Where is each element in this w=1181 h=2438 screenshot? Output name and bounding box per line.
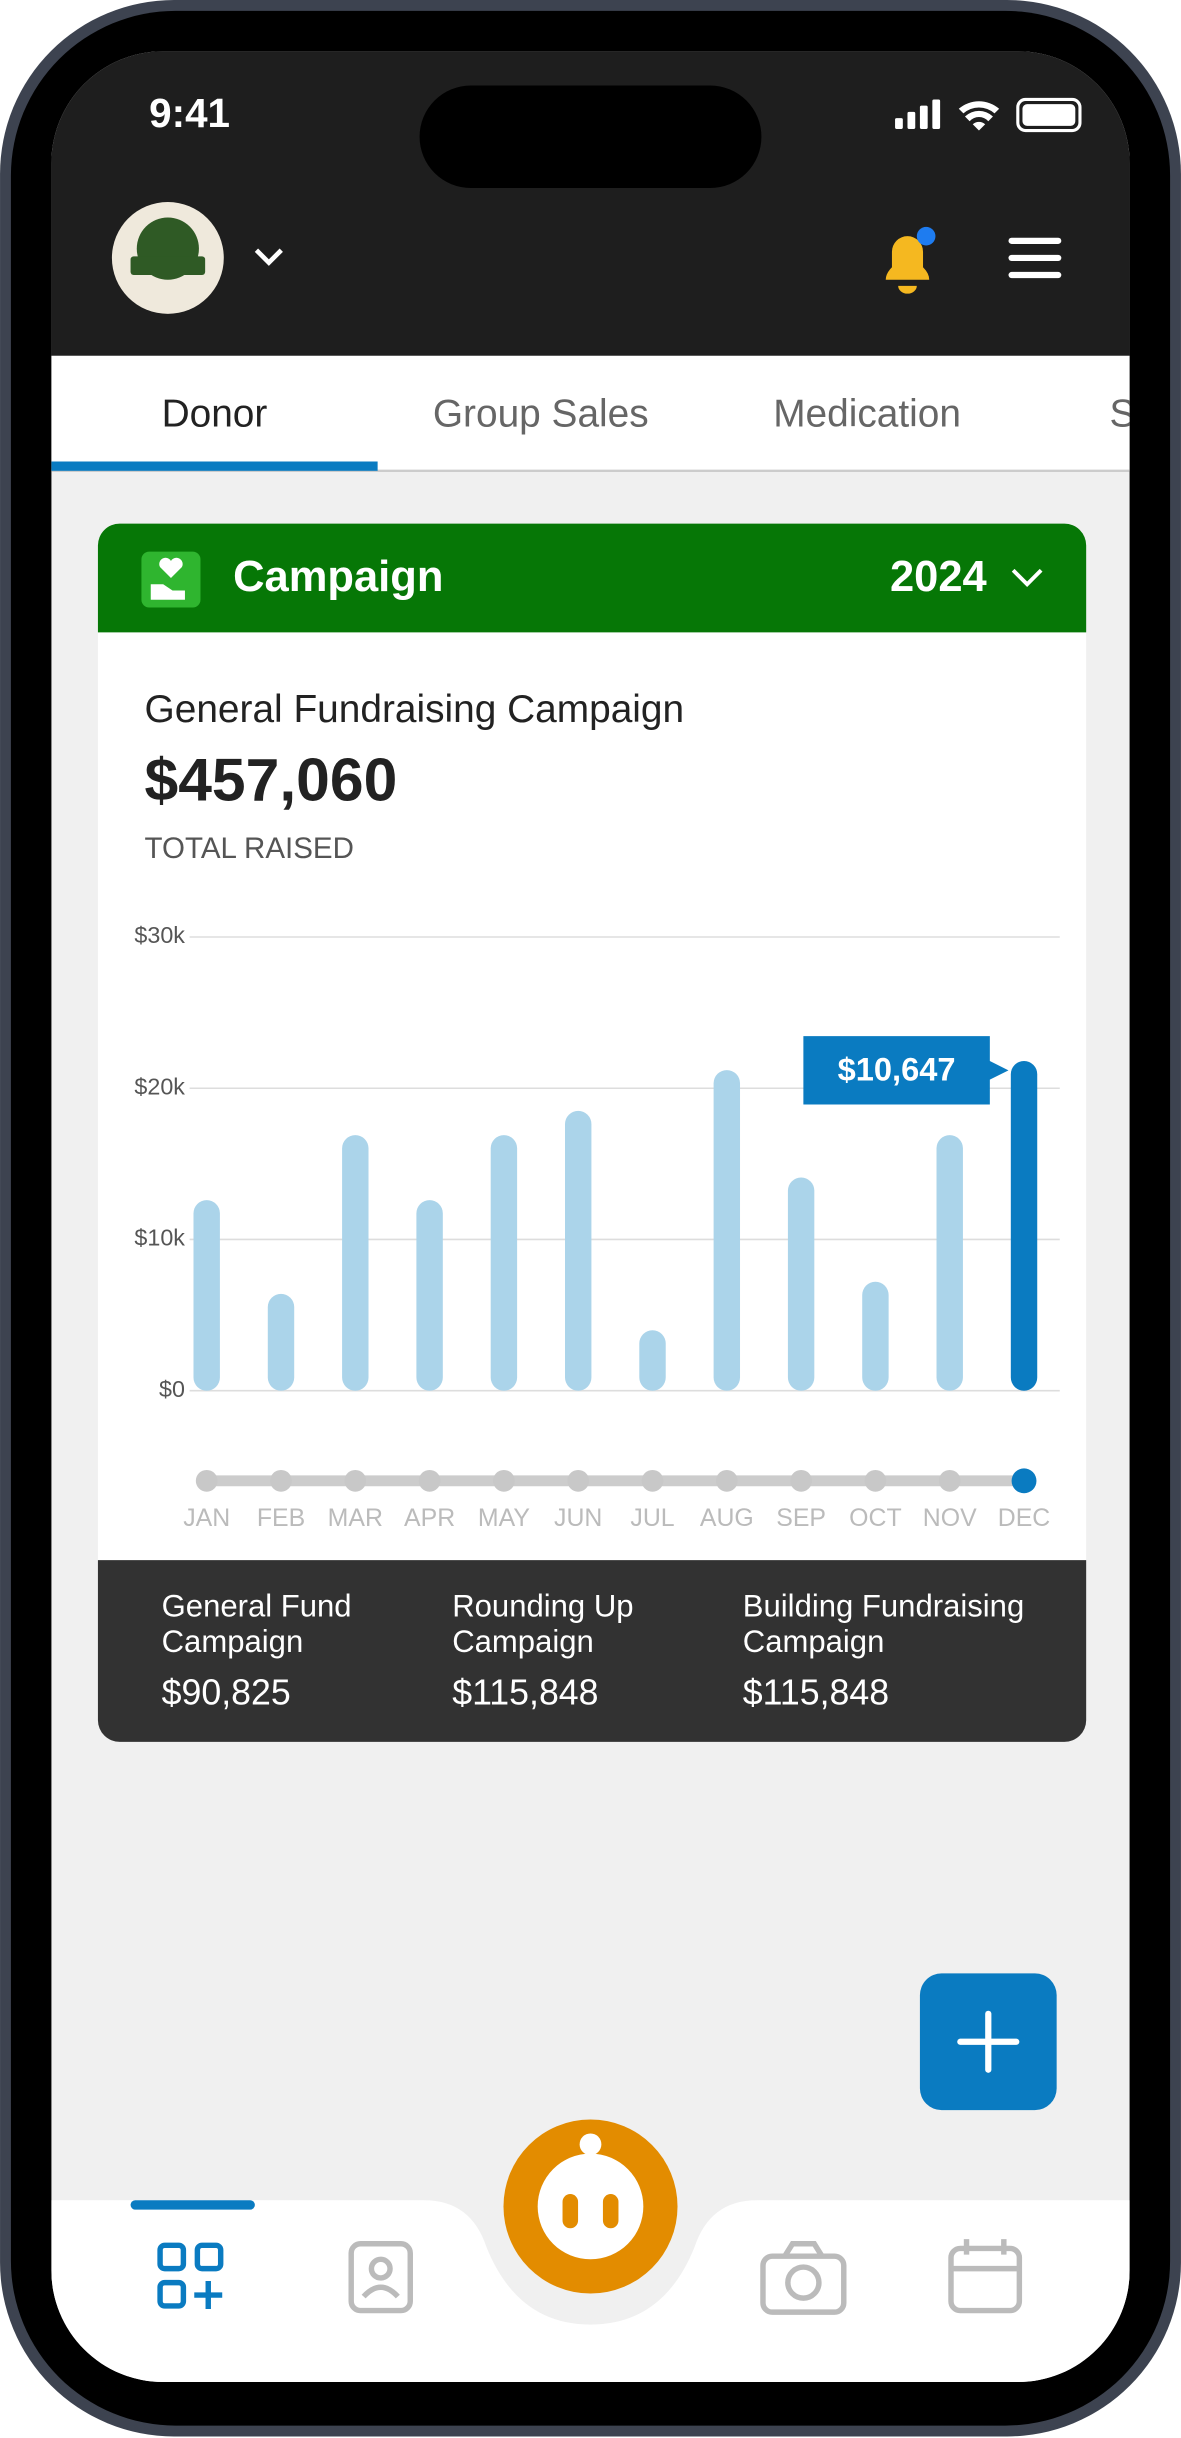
- tab[interactable]: Medication: [773, 393, 961, 436]
- bar: [1010, 1060, 1038, 1391]
- bar: [713, 1070, 741, 1391]
- bar: [193, 1200, 220, 1391]
- chart: $0 $10k $20k $30k JAN FEB MAR APR MAY JUN JUL AUG SE…: [134, 922, 1060, 1532]
- x-tick-label: JUL: [630, 1504, 674, 1532]
- tooltip: $10,647: [838, 1050, 956, 1087]
- nav-camera[interactable]: [760, 2241, 847, 2315]
- y-tick-label: $0: [159, 1376, 185, 1402]
- x-tick-label: NOV: [923, 1504, 977, 1532]
- status-icons: [895, 97, 1082, 133]
- bar: [787, 1177, 815, 1391]
- dynamic-island: [419, 85, 762, 189]
- timeline-dot: [864, 1469, 887, 1492]
- summary-name: General Fund: [162, 1588, 352, 1623]
- bar: [936, 1135, 963, 1391]
- bar: [267, 1293, 295, 1391]
- y-tick-label: $10k: [134, 1225, 185, 1251]
- summary-name: Campaign: [452, 1624, 594, 1659]
- x-tick-label: DEC: [998, 1504, 1051, 1532]
- x-tick-label: FEB: [257, 1504, 305, 1532]
- x-tick-label: APR: [404, 1504, 455, 1532]
- total-label: TOTAL RAISED: [145, 832, 354, 865]
- year-select[interactable]: 2024: [890, 553, 987, 601]
- timeline-dot: [790, 1469, 812, 1492]
- summary-name: Campaign: [743, 1624, 885, 1659]
- timeline-dot: [344, 1469, 367, 1492]
- timeline-dot: [493, 1469, 515, 1492]
- summary-name: Building Fundraising: [743, 1588, 1024, 1623]
- bar: [490, 1135, 518, 1391]
- summary-value: $115,848: [743, 1673, 889, 1713]
- tab[interactable]: Group Sales: [433, 393, 649, 436]
- bar: [639, 1330, 666, 1391]
- bar: [565, 1110, 592, 1391]
- nav-dashboard[interactable]: [157, 2242, 224, 2310]
- card-title: Campaign: [233, 553, 443, 601]
- summary-name: Rounding Up: [452, 1588, 633, 1623]
- bar: [416, 1200, 443, 1391]
- summary-name: Campaign: [162, 1624, 304, 1659]
- x-tick-label: MAR: [328, 1504, 383, 1532]
- timeline-dot: [1011, 1468, 1037, 1494]
- tab[interactable]: Donor: [162, 393, 268, 436]
- campaign-card: [97, 523, 1087, 1742]
- tab-bar: [51, 355, 1130, 471]
- nav-calendar[interactable]: [948, 2239, 1023, 2314]
- summary-value: $115,848: [452, 1673, 598, 1713]
- x-tick-label: JAN: [183, 1504, 230, 1532]
- tooltip-box: [803, 1036, 1009, 1105]
- y-tick-label: $30k: [134, 922, 185, 948]
- x-tick-label: AUG: [700, 1504, 754, 1532]
- tab[interactable]: S: [1109, 393, 1135, 436]
- campaign-title: General Fundraising Campaign: [145, 688, 685, 731]
- x-tick-label: OCT: [849, 1504, 901, 1532]
- y-tick-label: $20k: [134, 1073, 185, 1099]
- nav-contacts[interactable]: [348, 2241, 413, 2314]
- x-tick-label: MAY: [478, 1504, 530, 1532]
- timeline-dot: [270, 1469, 292, 1492]
- bar: [342, 1135, 369, 1391]
- bottom-nav: [51, 2200, 1130, 2383]
- bar: [862, 1281, 889, 1391]
- bell-icon[interactable]: [885, 236, 930, 294]
- timeline-dot: [715, 1469, 738, 1492]
- timeline-dot: [938, 1469, 961, 1492]
- org-chevron[interactable]: [254, 248, 283, 266]
- card-header[interactable]: [97, 523, 1087, 633]
- timeline-dot: [641, 1469, 664, 1492]
- timeline-dot: [567, 1469, 590, 1492]
- timeline-dot: [195, 1469, 218, 1492]
- summary-value: $90,825: [162, 1673, 291, 1713]
- timeline-dot: [418, 1469, 441, 1492]
- x-tick-label: JUN: [554, 1504, 602, 1532]
- clock: 9:41: [149, 90, 230, 136]
- total-raised: $457,060: [145, 746, 398, 814]
- tab-indicator: [51, 461, 378, 471]
- summary-bar: [97, 1560, 1087, 1742]
- x-tick-label: SEP: [776, 1504, 826, 1532]
- menu-icon[interactable]: [1008, 237, 1062, 279]
